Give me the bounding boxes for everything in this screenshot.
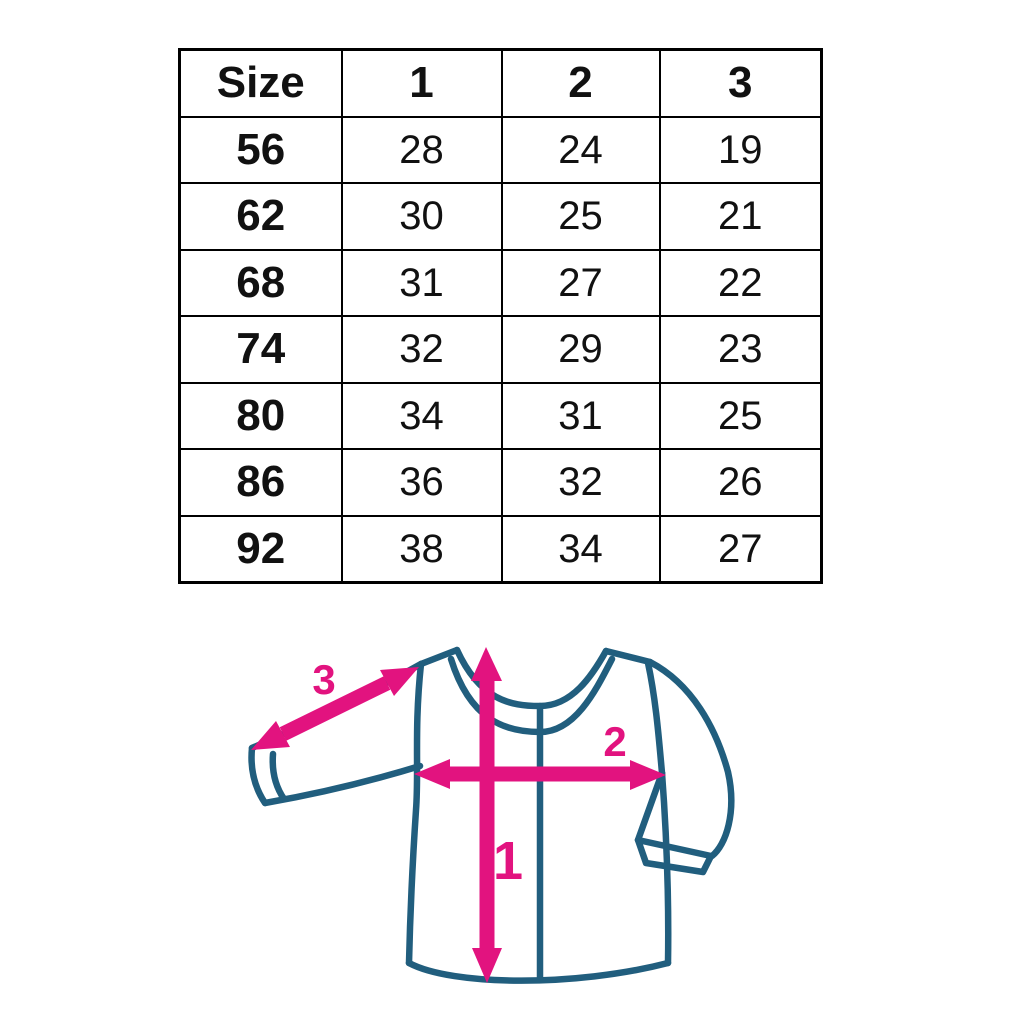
size-cell: 56 — [178, 115, 343, 184]
value-cell: 36 — [340, 448, 503, 517]
size-table-header: Size 1 2 3 — [178, 48, 823, 118]
sleeve-arrow-head-upper — [380, 667, 419, 696]
length-measure-label: 1 — [493, 831, 523, 891]
garment-measurement-diagram: 1 2 3 — [248, 646, 735, 984]
value-cell: 32 — [500, 448, 661, 517]
shirt-left-body-edge — [405, 660, 425, 967]
shirt-left-cuff-inner — [269, 750, 288, 803]
value-cell: 29 — [500, 315, 661, 384]
width-measure-label: 2 — [603, 718, 626, 765]
table-row: 56 28 24 19 — [178, 115, 823, 184]
size-table: Size 1 2 3 56 28 24 19 62 30 25 21 68 31 27 22 74 32 29 23… — [178, 48, 823, 584]
shirt-hem — [405, 959, 672, 984]
size-table-body: 56 28 24 19 62 30 25 21 68 31 27 22 74 32 29 23 80 34 31 25… — [178, 115, 823, 584]
shirt-right-cuff — [634, 836, 715, 876]
width-arrow-head-left — [414, 759, 450, 789]
value-cell: 31 — [340, 248, 503, 317]
value-cell: 22 — [658, 248, 823, 317]
table-row: 86 36 32 26 — [178, 448, 823, 517]
length-arrow-head-top — [471, 647, 502, 681]
value-cell: 25 — [658, 381, 823, 450]
value-cell: 32 — [340, 315, 503, 384]
shirt-neck-outer-arc — [447, 655, 616, 736]
value-cell: 26 — [658, 448, 823, 517]
sleeve-arrow-shaft — [279, 676, 391, 741]
value-cell: 34 — [340, 381, 503, 450]
value-cell: 34 — [500, 514, 661, 584]
column-header-cell: 2 — [500, 48, 661, 118]
value-cell: 28 — [340, 115, 503, 184]
size-cell: 74 — [178, 315, 343, 384]
table-row: 68 31 27 22 — [178, 248, 823, 317]
length-arrow-head-bottom — [472, 948, 502, 983]
shirt-right-sleeve-inner — [634, 769, 666, 844]
table-row: 92 38 34 27 — [178, 514, 823, 584]
measurement-arrow-heads — [251, 647, 666, 983]
value-cell: 27 — [658, 514, 823, 584]
measurement-arrow-labels: 1 2 3 — [312, 656, 626, 891]
size-cell: 86 — [178, 448, 343, 517]
value-cell: 31 — [500, 381, 661, 450]
shirt-right-body-edge — [658, 769, 672, 967]
size-cell: 80 — [178, 381, 343, 450]
size-cell: 62 — [178, 182, 343, 251]
shirt-left-sleeve-bottom — [261, 762, 424, 807]
shirt-left-cuff-outer — [248, 744, 269, 807]
table-row: 74 32 29 23 — [178, 315, 823, 384]
table-row: 62 30 25 21 — [178, 182, 823, 251]
shirt-right-armhole-seam — [644, 659, 666, 777]
column-header-cell: 3 — [658, 48, 823, 118]
value-cell: 24 — [500, 115, 661, 184]
shirt-right-sleeve-outer — [646, 658, 735, 860]
size-cell: 92 — [178, 514, 343, 584]
value-cell: 30 — [340, 182, 503, 251]
value-cell: 38 — [340, 514, 503, 584]
shirt-right-shoulder-seam — [602, 647, 654, 666]
width-arrow-head-right — [630, 760, 666, 790]
shirt-left-shoulder-seam — [417, 646, 461, 668]
column-header-cell: Size — [178, 48, 343, 118]
measurement-arrow-shafts — [279, 676, 632, 950]
size-cell: 68 — [178, 248, 343, 317]
value-cell: 27 — [500, 248, 661, 317]
value-cell: 23 — [658, 315, 823, 384]
value-cell: 25 — [500, 182, 661, 251]
sleeve-measure-label: 3 — [312, 656, 335, 703]
column-header-cell: 1 — [340, 48, 503, 118]
value-cell: 21 — [658, 182, 823, 251]
table-row: 80 34 31 25 — [178, 381, 823, 450]
header-row: Size 1 2 3 — [178, 48, 823, 118]
value-cell: 19 — [658, 115, 823, 184]
sleeve-arrow-head-lower — [251, 721, 290, 750]
